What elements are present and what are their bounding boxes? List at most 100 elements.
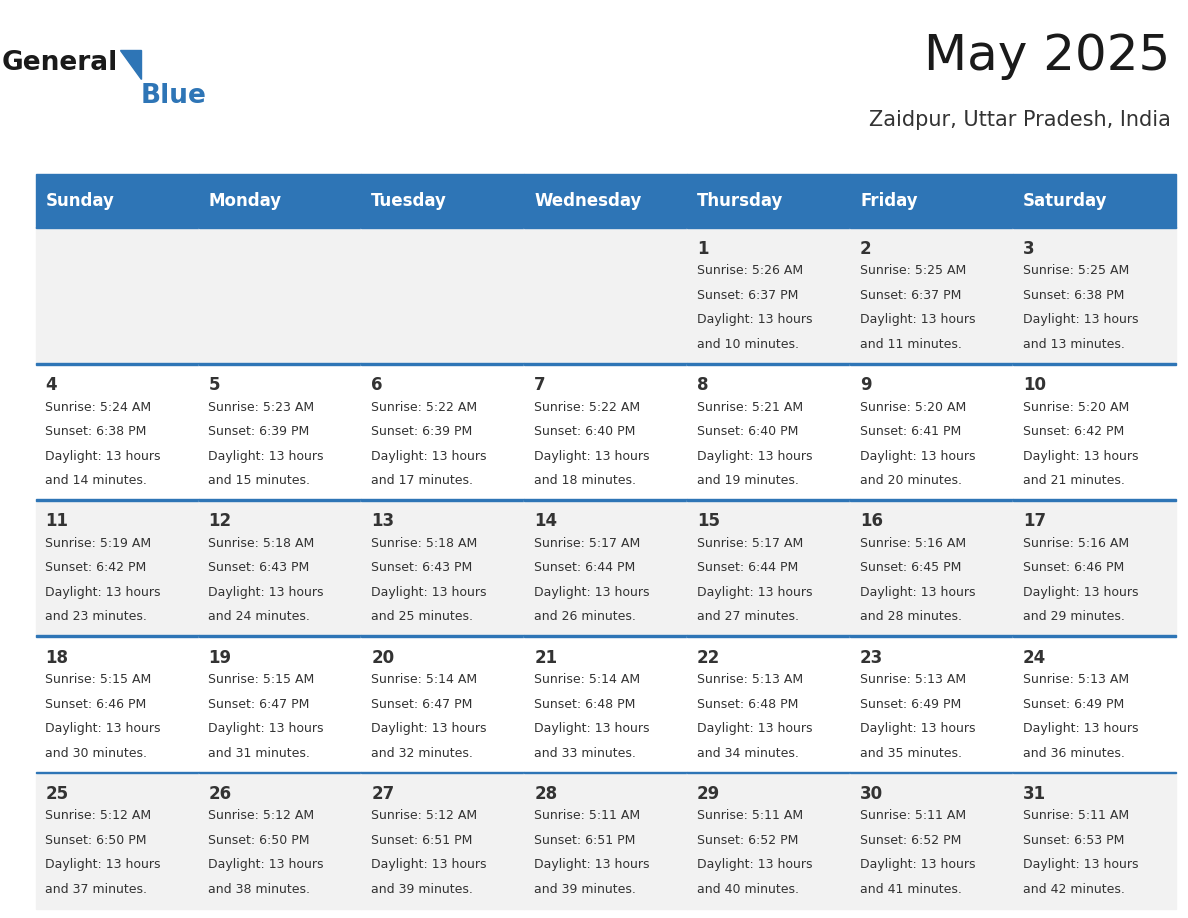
Bar xyxy=(1013,772,1176,773)
Text: Daylight: 13 hours: Daylight: 13 hours xyxy=(1023,450,1138,463)
Text: 23: 23 xyxy=(860,649,884,666)
Text: and 18 minutes.: and 18 minutes. xyxy=(535,475,637,487)
Text: Daylight: 13 hours: Daylight: 13 hours xyxy=(208,722,324,735)
Bar xyxy=(1013,635,1176,637)
Text: Daylight: 13 hours: Daylight: 13 hours xyxy=(372,722,487,735)
Text: Sunset: 6:46 PM: Sunset: 6:46 PM xyxy=(45,698,146,711)
Text: 7: 7 xyxy=(535,376,545,394)
Text: and 40 minutes.: and 40 minutes. xyxy=(697,883,800,896)
Text: Daylight: 13 hours: Daylight: 13 hours xyxy=(1023,313,1138,327)
Text: Daylight: 13 hours: Daylight: 13 hours xyxy=(208,450,324,463)
Text: 16: 16 xyxy=(860,512,883,531)
Text: Sunset: 6:40 PM: Sunset: 6:40 PM xyxy=(697,425,798,438)
Text: Sunrise: 5:14 AM: Sunrise: 5:14 AM xyxy=(535,673,640,686)
Bar xyxy=(688,363,851,364)
Text: Sunset: 6:48 PM: Sunset: 6:48 PM xyxy=(535,698,636,711)
Bar xyxy=(524,499,688,501)
Text: Daylight: 13 hours: Daylight: 13 hours xyxy=(45,722,160,735)
Bar xyxy=(198,635,361,637)
Text: Sunset: 6:48 PM: Sunset: 6:48 PM xyxy=(697,698,798,711)
Text: Sunset: 6:49 PM: Sunset: 6:49 PM xyxy=(1023,698,1124,711)
Bar xyxy=(361,499,524,501)
Bar xyxy=(1013,363,1176,364)
Text: and 38 minutes.: and 38 minutes. xyxy=(208,883,310,896)
Text: May 2025: May 2025 xyxy=(924,32,1170,80)
Text: Daylight: 13 hours: Daylight: 13 hours xyxy=(208,586,324,599)
Text: Sunrise: 5:19 AM: Sunrise: 5:19 AM xyxy=(45,537,152,550)
Text: 29: 29 xyxy=(697,785,720,803)
Bar xyxy=(361,635,524,637)
Text: 18: 18 xyxy=(45,649,69,666)
Text: and 13 minutes.: and 13 minutes. xyxy=(1023,338,1125,351)
Text: Daylight: 13 hours: Daylight: 13 hours xyxy=(860,450,975,463)
Text: and 19 minutes.: and 19 minutes. xyxy=(697,475,800,487)
Text: 22: 22 xyxy=(697,649,720,666)
Bar xyxy=(198,772,361,773)
Text: Daylight: 13 hours: Daylight: 13 hours xyxy=(697,722,813,735)
Text: and 11 minutes.: and 11 minutes. xyxy=(860,338,962,351)
Text: Sunset: 6:43 PM: Sunset: 6:43 PM xyxy=(372,562,473,575)
Text: Sunset: 6:47 PM: Sunset: 6:47 PM xyxy=(372,698,473,711)
Text: Thursday: Thursday xyxy=(697,192,784,210)
Text: General: General xyxy=(1,50,118,75)
Text: and 21 minutes.: and 21 minutes. xyxy=(1023,475,1125,487)
Text: 21: 21 xyxy=(535,649,557,666)
Text: 1: 1 xyxy=(697,240,708,258)
Bar xyxy=(851,227,1013,229)
Text: Daylight: 13 hours: Daylight: 13 hours xyxy=(372,450,487,463)
Text: Daylight: 13 hours: Daylight: 13 hours xyxy=(535,722,650,735)
Text: Sunset: 6:52 PM: Sunset: 6:52 PM xyxy=(860,834,961,847)
Text: and 15 minutes.: and 15 minutes. xyxy=(208,475,310,487)
Polygon shape xyxy=(120,50,140,79)
Bar xyxy=(524,363,688,364)
Text: Sunrise: 5:26 AM: Sunrise: 5:26 AM xyxy=(697,264,803,277)
Text: Sunrise: 5:13 AM: Sunrise: 5:13 AM xyxy=(697,673,803,686)
Bar xyxy=(36,499,198,501)
Text: Sunrise: 5:20 AM: Sunrise: 5:20 AM xyxy=(1023,400,1130,414)
Text: and 25 minutes.: and 25 minutes. xyxy=(372,610,473,623)
Bar xyxy=(688,227,851,229)
Text: 10: 10 xyxy=(1023,376,1045,394)
Text: Zaidpur, Uttar Pradesh, India: Zaidpur, Uttar Pradesh, India xyxy=(868,110,1170,129)
Text: Sunset: 6:38 PM: Sunset: 6:38 PM xyxy=(1023,289,1124,302)
Text: Sunrise: 5:12 AM: Sunrise: 5:12 AM xyxy=(45,810,152,823)
Bar xyxy=(36,772,198,773)
Text: Daylight: 13 hours: Daylight: 13 hours xyxy=(1023,858,1138,871)
Text: Sunset: 6:46 PM: Sunset: 6:46 PM xyxy=(1023,562,1124,575)
Text: Daylight: 13 hours: Daylight: 13 hours xyxy=(860,313,975,327)
Text: Sunset: 6:42 PM: Sunset: 6:42 PM xyxy=(1023,425,1124,438)
Text: Daylight: 13 hours: Daylight: 13 hours xyxy=(208,858,324,871)
Text: Daylight: 13 hours: Daylight: 13 hours xyxy=(860,586,975,599)
Text: and 29 minutes.: and 29 minutes. xyxy=(1023,610,1125,623)
Text: 11: 11 xyxy=(45,512,69,531)
Text: and 24 minutes.: and 24 minutes. xyxy=(208,610,310,623)
Text: Sunset: 6:37 PM: Sunset: 6:37 PM xyxy=(860,289,961,302)
Text: Sunset: 6:38 PM: Sunset: 6:38 PM xyxy=(45,425,147,438)
Text: 27: 27 xyxy=(372,785,394,803)
Text: and 36 minutes.: and 36 minutes. xyxy=(1023,746,1125,760)
Text: and 39 minutes.: and 39 minutes. xyxy=(535,883,636,896)
Text: and 20 minutes.: and 20 minutes. xyxy=(860,475,962,487)
Text: and 41 minutes.: and 41 minutes. xyxy=(860,883,962,896)
Text: Daylight: 13 hours: Daylight: 13 hours xyxy=(860,858,975,871)
Text: Sunrise: 5:25 AM: Sunrise: 5:25 AM xyxy=(860,264,966,277)
Bar xyxy=(524,772,688,773)
Text: Sunrise: 5:17 AM: Sunrise: 5:17 AM xyxy=(697,537,803,550)
Text: Sunrise: 5:11 AM: Sunrise: 5:11 AM xyxy=(1023,810,1129,823)
Text: Sunrise: 5:17 AM: Sunrise: 5:17 AM xyxy=(535,537,640,550)
Text: and 26 minutes.: and 26 minutes. xyxy=(535,610,636,623)
Text: 24: 24 xyxy=(1023,649,1047,666)
Bar xyxy=(524,227,688,229)
Text: Tuesday: Tuesday xyxy=(372,192,447,210)
Text: Sunrise: 5:11 AM: Sunrise: 5:11 AM xyxy=(697,810,803,823)
Text: 15: 15 xyxy=(697,512,720,531)
Text: 31: 31 xyxy=(1023,785,1047,803)
Text: 25: 25 xyxy=(45,785,69,803)
Text: and 30 minutes.: and 30 minutes. xyxy=(45,746,147,760)
Text: Daylight: 13 hours: Daylight: 13 hours xyxy=(372,858,487,871)
Text: 26: 26 xyxy=(208,785,232,803)
Text: Daylight: 13 hours: Daylight: 13 hours xyxy=(45,450,160,463)
Bar xyxy=(524,635,688,637)
Text: and 32 minutes.: and 32 minutes. xyxy=(372,746,473,760)
Text: Sunset: 6:45 PM: Sunset: 6:45 PM xyxy=(860,562,961,575)
